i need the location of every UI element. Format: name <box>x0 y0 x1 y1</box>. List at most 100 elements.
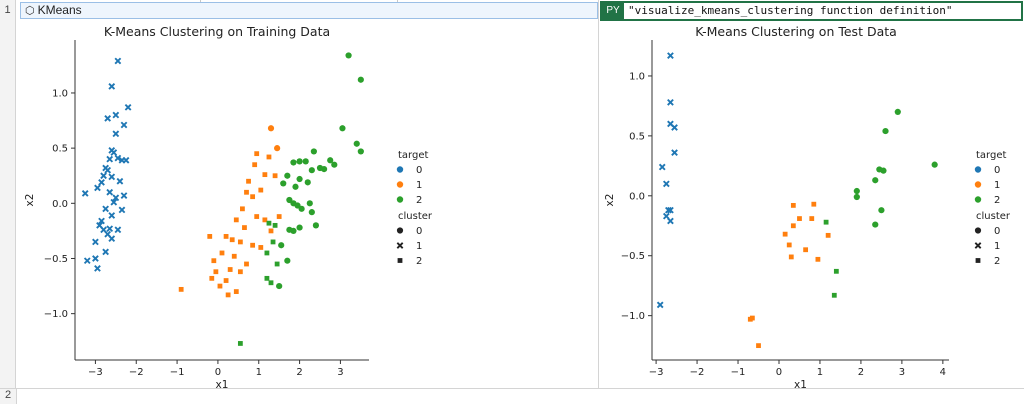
kmeans-cell-text: KMeans <box>37 3 82 17</box>
data-point <box>110 198 118 206</box>
legend-hue-label: 0 <box>994 165 1000 176</box>
data-point <box>94 265 101 272</box>
data-point <box>106 188 114 196</box>
y-tick-label: −1.0 <box>44 309 68 320</box>
python-formula-cell[interactable]: PY "visualize_kmeans_clustering function… <box>600 1 1023 21</box>
data-point <box>102 205 109 213</box>
data-point <box>284 257 291 264</box>
legend-hue-marker <box>974 166 982 173</box>
data-point <box>357 148 364 155</box>
data-point <box>108 173 116 181</box>
data-point <box>811 201 817 207</box>
data-point <box>108 82 116 90</box>
data-point <box>217 283 223 289</box>
data-point <box>656 301 664 309</box>
data-point <box>790 223 796 229</box>
legend-hue-title: target <box>976 150 1006 161</box>
legend-hue-marker <box>974 196 982 203</box>
data-point <box>667 98 674 106</box>
data-point <box>246 178 251 184</box>
y-tick-label: 0.5 <box>52 144 68 155</box>
data-point <box>756 343 761 349</box>
legend-style-marker <box>396 242 404 249</box>
legend-hue-title: target <box>398 150 428 161</box>
data-point <box>120 121 128 129</box>
data-point <box>237 341 243 346</box>
data-point <box>803 247 809 253</box>
data-point <box>274 261 280 267</box>
legend-style-title: cluster <box>976 211 1011 222</box>
y-tick-label: 1.0 <box>629 71 645 82</box>
data-point <box>81 190 89 197</box>
data-point <box>250 194 256 200</box>
x-tick-label: 1 <box>817 367 823 378</box>
data-point <box>327 157 334 164</box>
data-point <box>92 238 99 246</box>
data-point <box>118 206 126 214</box>
chart-cell-training[interactable]: K-Means Clustering on Training Data −3 −2 −… <box>17 0 599 391</box>
row-divider <box>17 388 1024 389</box>
x-tick-label: 3 <box>337 367 343 378</box>
data-point <box>262 217 268 223</box>
data-point <box>207 234 213 239</box>
chart-cell-test[interactable]: K-Means Clustering on Test Data −3 −2 −1 0 1 2… <box>600 0 1024 391</box>
legend-style-marker <box>974 242 982 249</box>
data-point <box>797 216 802 221</box>
legend-style-marker <box>397 258 403 263</box>
row-number-1[interactable]: 1 <box>0 0 16 388</box>
x-axis-label: x1 <box>216 379 229 388</box>
legend-style-title: cluster <box>398 211 433 222</box>
data-point <box>882 127 889 135</box>
training-chart: K-Means Clustering on Training Data −3 −2 −… <box>24 24 433 391</box>
x-tick-label: −1 <box>731 367 746 378</box>
x-axis-label: x1 <box>794 379 807 388</box>
data-point <box>658 163 666 171</box>
data-point <box>250 242 256 248</box>
legend-hue-marker <box>396 166 404 173</box>
data-point <box>296 175 303 183</box>
data-point <box>296 158 303 165</box>
x-tick-label: 4 <box>940 367 946 378</box>
data-point <box>92 255 99 262</box>
data-point <box>237 269 243 275</box>
data-point <box>262 172 268 178</box>
data-point <box>667 217 674 225</box>
x-tick-label: 3 <box>899 367 905 378</box>
data-point <box>264 275 270 281</box>
data-point <box>345 52 352 59</box>
data-point <box>872 221 879 228</box>
data-point <box>229 237 235 243</box>
test-chart: K-Means Clustering on Test Data −3 −2 −1 0 1 2… <box>604 24 1011 391</box>
legend-hue-marker <box>396 196 404 203</box>
data-point <box>280 180 287 187</box>
data-point <box>665 206 672 214</box>
data-point <box>833 268 839 274</box>
chart-title: K-Means Clustering on Training Data <box>104 24 330 39</box>
legend-style-marker <box>975 258 981 263</box>
data-point <box>102 248 109 256</box>
data-point <box>853 187 860 195</box>
data-point <box>258 245 264 250</box>
data-point <box>667 52 674 59</box>
data-point <box>823 219 829 225</box>
data-point <box>671 149 678 157</box>
data-point <box>268 228 274 234</box>
data-point <box>749 315 755 321</box>
data-point <box>120 192 128 199</box>
x-tick-label: 0 <box>215 367 221 378</box>
data-point <box>104 166 112 174</box>
row-number-2[interactable]: 2 <box>0 388 17 404</box>
data-point <box>104 114 112 122</box>
data-point <box>106 155 114 163</box>
data-point <box>114 154 122 162</box>
data-point <box>268 280 274 286</box>
x-tick-label: 2 <box>296 367 302 378</box>
data-point <box>304 179 311 186</box>
data-point <box>788 254 794 260</box>
legend-style-marker <box>396 227 404 234</box>
data-point <box>254 214 260 219</box>
kmeans-cell-label[interactable]: ⬡ KMeans <box>20 2 598 19</box>
data-point <box>264 250 270 256</box>
data-point <box>94 184 101 192</box>
data-point <box>114 226 122 234</box>
